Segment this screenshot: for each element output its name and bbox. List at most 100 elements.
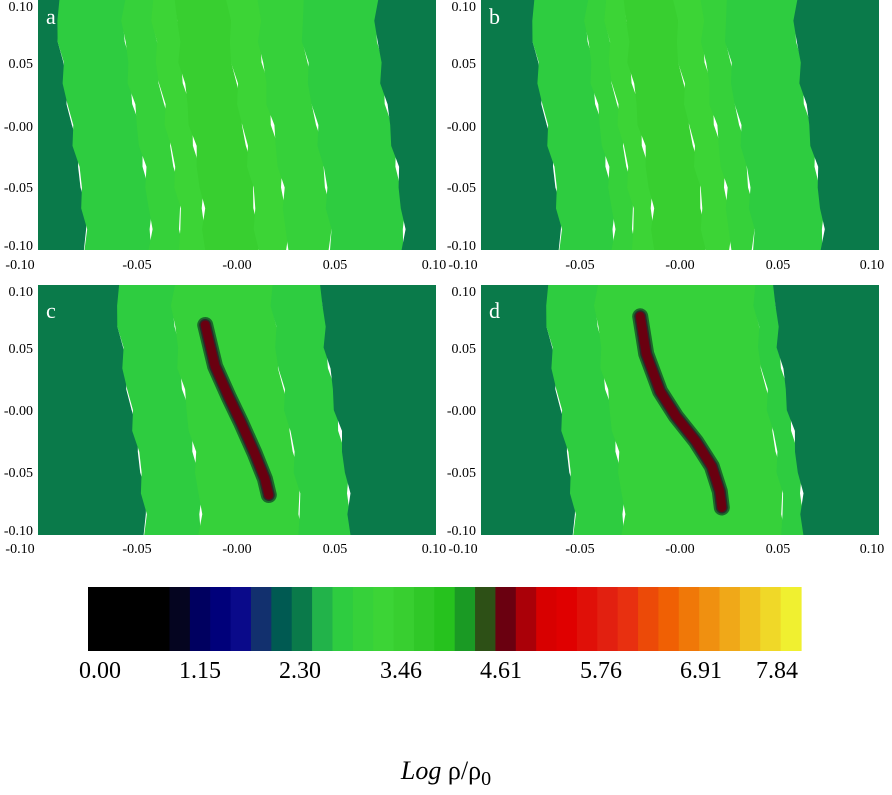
panel-b-ytick: -0.10 bbox=[447, 239, 476, 254]
panel-b-y-axis: 0.10 0.05 -0.00 -0.05 -0.10 bbox=[447, 0, 476, 254]
panel-b-xtick: 0.10 bbox=[860, 258, 885, 273]
panel-c-y-axis: 0.10 0.05 -0.00 -0.05 -0.10 bbox=[4, 285, 33, 539]
panel-a-y-axis: 0.10 0.05 -0.00 -0.05 -0.10 bbox=[4, 0, 33, 254]
panel-d-xtick: -0.10 bbox=[448, 542, 477, 557]
panel-c-xtick: -0.10 bbox=[5, 542, 34, 557]
panel-c-label: c bbox=[46, 298, 56, 323]
panel-b-xtick: -0.00 bbox=[665, 258, 694, 273]
colorbar-tick: 4.61 bbox=[480, 658, 522, 684]
colorbar-tick: 6.91 bbox=[680, 658, 722, 684]
colorbar-swatch bbox=[556, 587, 578, 651]
colorbar-swatch bbox=[678, 587, 700, 651]
panel-c-x-axis: -0.10 -0.05 -0.00 0.05 0.10 bbox=[5, 542, 446, 557]
colorbar-swatch bbox=[291, 587, 313, 651]
panel-d-xtick: 0.05 bbox=[766, 542, 791, 557]
panel-a-x-axis: -0.10 -0.05 -0.00 0.05 0.10 bbox=[5, 258, 446, 273]
colorbar-swatch bbox=[617, 587, 639, 651]
colorbar-label-prefix: Log bbox=[400, 756, 442, 785]
density-band bbox=[773, 285, 879, 535]
density-band bbox=[793, 0, 879, 250]
colorbar-swatch bbox=[352, 587, 374, 651]
panel-b-label: b bbox=[489, 4, 500, 29]
colorbar-tick: 1.15 bbox=[179, 658, 221, 684]
density-band bbox=[320, 285, 436, 535]
panel-d-filament bbox=[632, 308, 730, 516]
panel-a-density-map bbox=[38, 0, 436, 250]
panel-b-ytick: -0.05 bbox=[447, 181, 476, 196]
panel-c-ytick: -0.05 bbox=[4, 466, 33, 481]
colorbar-swatch bbox=[149, 587, 171, 651]
colorbar-label-subscript: 0 bbox=[481, 768, 492, 791]
panel-c-filament bbox=[197, 317, 277, 503]
colorbar-tick: 2.30 bbox=[279, 658, 321, 684]
colorbar-swatch bbox=[413, 587, 435, 651]
panel-d-ytick: -0.00 bbox=[447, 404, 476, 419]
colorbar-swatch bbox=[169, 587, 191, 651]
colorbar-swatch bbox=[250, 587, 272, 651]
colorbar-swatch bbox=[780, 587, 802, 651]
panel-b: b 0.10 0.05 -0.00 -0.05 -0.10 -0.10 -0.0… bbox=[447, 0, 884, 273]
panel-d: d 0.10 0.05 -0.00 -0.05 -0.10 -0.10 -0.0… bbox=[447, 285, 884, 557]
panel-a-xtick: -0.05 bbox=[122, 258, 151, 273]
density-band bbox=[374, 0, 436, 250]
panel-b-ytick: 0.10 bbox=[452, 0, 477, 15]
panel-c-xtick: 0.10 bbox=[422, 542, 447, 557]
colorbar-swatch bbox=[495, 587, 517, 651]
panel-d-xtick: -0.00 bbox=[665, 542, 694, 557]
panel-d-x-axis: -0.10 -0.05 -0.00 0.05 0.10 bbox=[448, 542, 884, 557]
panel-d-xtick: -0.05 bbox=[565, 542, 594, 557]
panel-c-xtick: -0.05 bbox=[122, 542, 151, 557]
panel-b-ytick: -0.00 bbox=[447, 120, 476, 135]
density-band bbox=[593, 285, 786, 535]
colorbar-swatch bbox=[332, 587, 354, 651]
panel-d-label: d bbox=[489, 298, 500, 323]
colorbar-swatch bbox=[699, 587, 721, 651]
panel-a-ytick: 0.10 bbox=[9, 0, 34, 15]
panel-d-ytick: 0.10 bbox=[452, 285, 477, 300]
panel-b-x-axis: -0.10 -0.05 -0.00 0.05 0.10 bbox=[448, 258, 884, 273]
colorbar-label-quantity: ρ/ρ bbox=[447, 756, 482, 785]
colorbar-swatch bbox=[393, 587, 415, 651]
panel-d-y-axis: 0.10 0.05 -0.00 -0.05 -0.10 bbox=[447, 285, 476, 539]
panel-c-ytick: -0.10 bbox=[4, 524, 33, 539]
panel-a-ytick: -0.10 bbox=[4, 239, 33, 254]
density-band bbox=[623, 0, 706, 250]
colorbar-swatch bbox=[597, 587, 619, 651]
panel-a-ytick: -0.05 bbox=[4, 181, 33, 196]
colorbar-swatch bbox=[230, 587, 252, 651]
colorbar-swatch bbox=[128, 587, 150, 651]
panel-a-label: a bbox=[46, 4, 56, 29]
colorbar-swatch bbox=[576, 587, 598, 651]
panel-c-ytick: 0.05 bbox=[9, 342, 34, 357]
panel-c-xtick: 0.05 bbox=[323, 542, 348, 557]
panel-b-xtick: -0.10 bbox=[448, 258, 477, 273]
colorbar-swatch bbox=[189, 587, 211, 651]
colorbar-swatches bbox=[88, 587, 802, 651]
panel-c-xtick: -0.00 bbox=[222, 542, 251, 557]
colorbar-swatch bbox=[475, 587, 497, 651]
panel-b-density-map bbox=[481, 0, 879, 250]
panel-d-xtick: 0.10 bbox=[860, 542, 885, 557]
panel-b-xtick: -0.05 bbox=[565, 258, 594, 273]
colorbar-swatch bbox=[373, 587, 395, 651]
colorbar-ticks: 0.00 1.15 2.30 3.46 4.61 5.76 6.91 7.84 bbox=[79, 658, 798, 684]
colorbar-swatch bbox=[658, 587, 680, 651]
filament-core bbox=[635, 311, 727, 512]
colorbar-swatch bbox=[454, 587, 476, 651]
density-band bbox=[174, 0, 259, 250]
colorbar-swatch bbox=[88, 587, 109, 651]
colorbar-tick: 5.76 bbox=[580, 658, 622, 684]
colorbar-swatch bbox=[739, 587, 761, 651]
panel-a-xtick: -0.10 bbox=[5, 258, 34, 273]
colorbar-swatch bbox=[760, 587, 782, 651]
colorbar-swatch bbox=[312, 587, 334, 651]
panel-b-ytick: 0.05 bbox=[452, 57, 477, 72]
panel-a-ytick: -0.00 bbox=[4, 120, 33, 135]
panel-b-xtick: 0.05 bbox=[766, 258, 791, 273]
colorbar-label: Log ρ/ρ0 bbox=[0, 756, 892, 791]
panel-c: c 0.10 0.05 -0.00 -0.05 -0.10 -0.10 -0.0… bbox=[4, 285, 446, 557]
colorbar-swatch bbox=[434, 587, 456, 651]
colorbar-tick: 3.46 bbox=[380, 658, 422, 684]
colorbar-swatch bbox=[515, 587, 537, 651]
